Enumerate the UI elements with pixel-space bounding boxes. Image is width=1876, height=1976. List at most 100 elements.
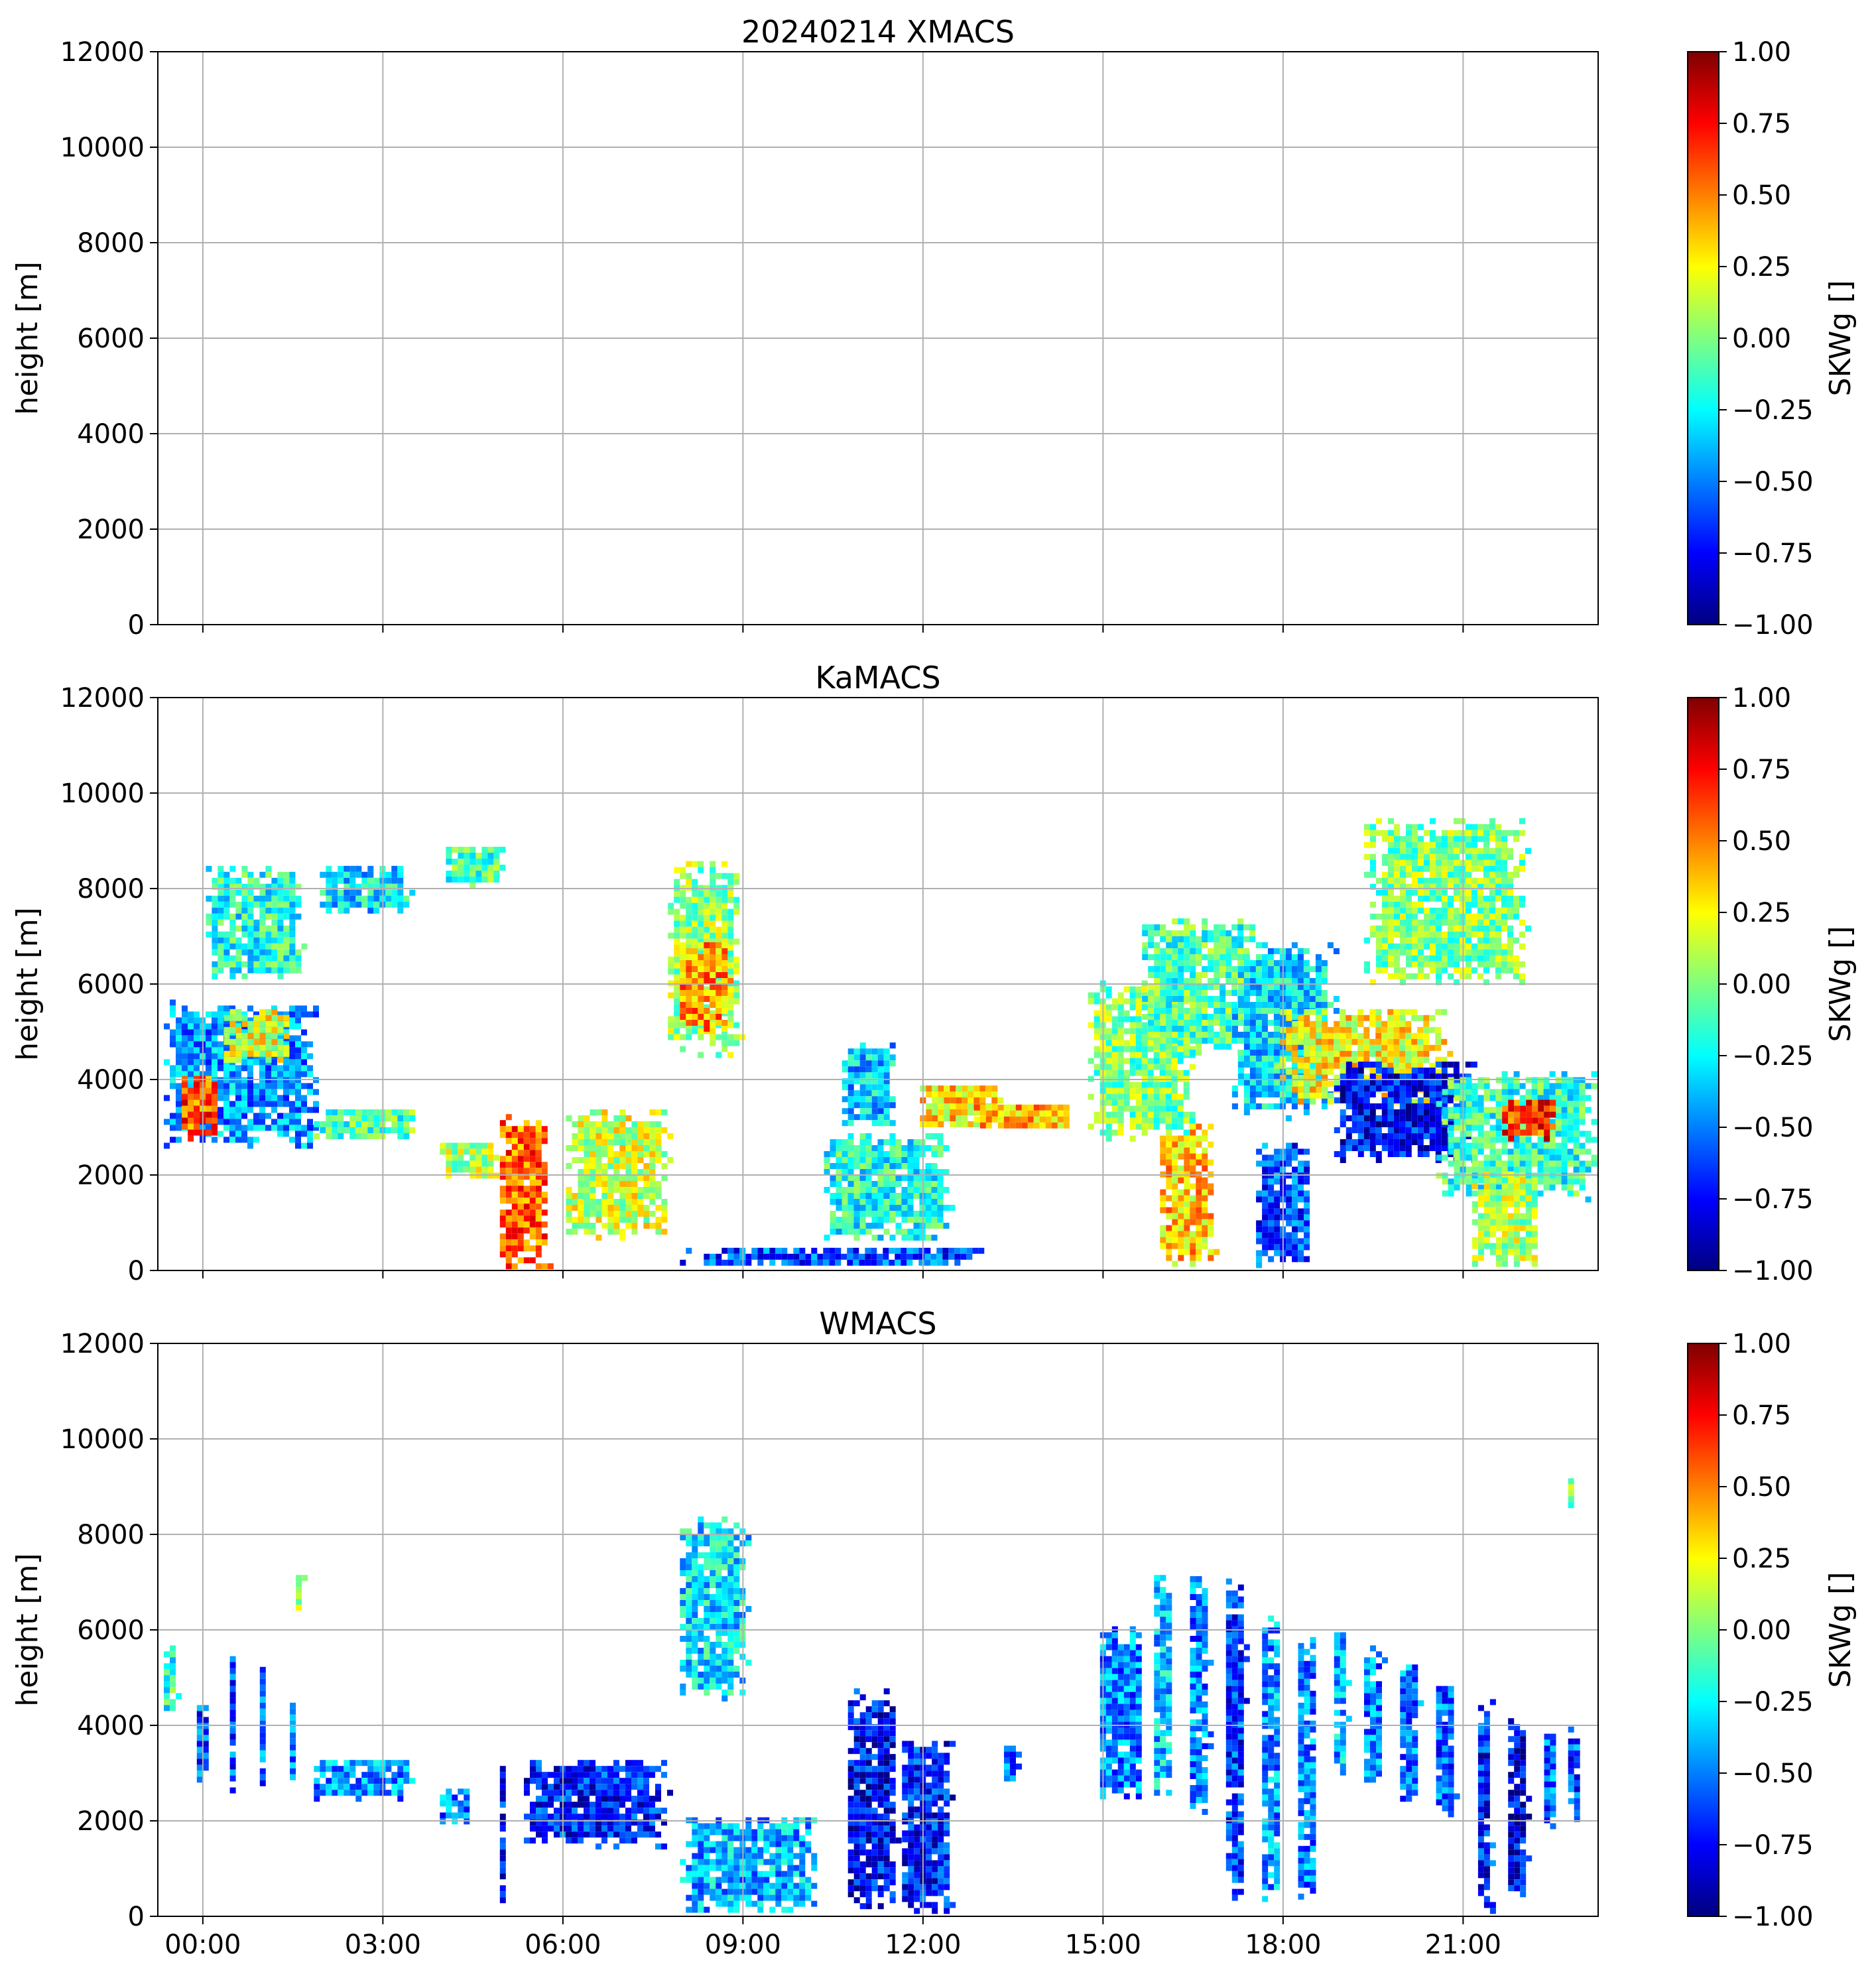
data-region — [1364, 1645, 1388, 1783]
colorbar: 1.00 0.75 0.50 0.25 0.00 −0.25 −0.50 −0.75 −1.00… — [1687, 1329, 1857, 1932]
y-tick-label: 6000 — [77, 1615, 145, 1646]
data-region — [440, 1142, 500, 1179]
y-axis-label: height [m] — [11, 261, 44, 414]
colorbar-tick-label: 0.75 — [1732, 109, 1791, 139]
data-region — [320, 865, 416, 914]
colorbar-gradient — [1687, 697, 1720, 1271]
colorbar-tick-label: 0.25 — [1732, 898, 1791, 928]
colorbar-gradient — [1687, 1343, 1720, 1917]
colorbar-tick-label: −0.50 — [1732, 1113, 1814, 1143]
data-region — [1298, 1636, 1316, 1900]
colorbar-tick-label: −0.50 — [1732, 1759, 1814, 1789]
data-region — [206, 865, 308, 979]
data-region — [1502, 1099, 1556, 1142]
colorbar-tick-label: −0.25 — [1732, 1687, 1814, 1717]
colorbar-tick-label: −0.75 — [1732, 538, 1814, 569]
y-tick-label: 8000 — [77, 874, 145, 904]
panel-1: 0 2000 4000 6000 8000 10000 12000 KaMACS height … — [11, 660, 1857, 1286]
y-tick-label: 2000 — [77, 1806, 145, 1837]
colorbar-tick-label: −1.00 — [1732, 1902, 1814, 1932]
y-tick-label: 0 — [128, 1256, 145, 1286]
y-tick-label: 4000 — [77, 1711, 145, 1741]
data-region — [164, 1645, 182, 1711]
colorbar-tick-label: −0.50 — [1732, 467, 1814, 497]
x-tick-label: 12:00 — [885, 1930, 961, 1960]
data-region — [1400, 1664, 1424, 1802]
data-region — [824, 1133, 956, 1241]
x-tick-label: 21:00 — [1425, 1930, 1501, 1960]
x-tick-label: 18:00 — [1245, 1930, 1321, 1960]
colorbar-tick-label: 0.75 — [1732, 755, 1791, 785]
y-tick-label: 0 — [128, 1902, 145, 1932]
colorbar-tick-label: −0.75 — [1732, 1830, 1814, 1861]
y-tick-label: 10000 — [60, 778, 145, 809]
colorbar-tick-label: 0.50 — [1732, 826, 1791, 857]
data-region — [182, 1076, 218, 1142]
data-region — [1568, 1478, 1574, 1509]
data-region — [1190, 1576, 1214, 1815]
y-tick-label: 8000 — [77, 1520, 145, 1550]
panel-title: 20240214 XMACS — [741, 14, 1015, 50]
colorbar: 1.00 0.75 0.50 0.25 0.00 −0.25 −0.50 −0.75 −1.00… — [1687, 683, 1857, 1286]
data-region — [259, 1666, 266, 1786]
data-region — [680, 1817, 818, 1913]
panel-title: WMACS — [819, 1306, 936, 1341]
y-tick-label: 2000 — [77, 515, 145, 545]
colorbar: 1.00 0.75 0.50 0.25 0.00 −0.25 −0.50 −0.75 −1.00… — [1687, 37, 1857, 641]
colorbar-tick-label: 1.00 — [1732, 1329, 1791, 1359]
data-region — [680, 942, 734, 1032]
data-region — [1477, 1699, 1496, 1914]
x-tick-label: 03:00 — [345, 1930, 421, 1960]
colorbar-tick-label: 0.50 — [1732, 1472, 1791, 1503]
y-tick-label: 12000 — [60, 683, 145, 713]
colorbar-tick-label: 1.00 — [1732, 37, 1791, 68]
data-region — [1508, 1718, 1532, 1898]
data-region — [499, 1766, 506, 1904]
data-region — [1154, 1575, 1172, 1796]
data-region — [1436, 1686, 1460, 1818]
y-tick-label: 6000 — [77, 969, 145, 1000]
y-tick-label: 4000 — [77, 419, 145, 450]
data-region — [973, 1104, 1070, 1129]
data-region — [566, 1109, 674, 1241]
panel-2: 0 2000 4000 6000 8000 10000 12000 00:00 03:00 06:… — [11, 1306, 1857, 1960]
colorbar-tick-label: 0.50 — [1732, 180, 1791, 211]
colorbar-gradient — [1687, 51, 1720, 625]
y-tick-label: 4000 — [77, 1065, 145, 1095]
y-tick-label: 0 — [128, 610, 145, 641]
colorbar-tick-label: −0.25 — [1732, 395, 1814, 426]
data-region — [847, 1688, 902, 1910]
x-tick-label: 06:00 — [525, 1930, 601, 1960]
data-region — [920, 1085, 1004, 1127]
data-region — [1364, 818, 1531, 985]
y-tick-label: 10000 — [60, 1424, 145, 1455]
colorbar-label: SKWg [] — [1824, 280, 1857, 397]
x-tick-label: 09:00 — [705, 1930, 781, 1960]
colorbar-tick-label: 0.25 — [1732, 252, 1791, 282]
y-tick-label: 12000 — [60, 37, 145, 68]
colorbar-label: SKWg [] — [1824, 1572, 1857, 1688]
data-region — [1568, 1726, 1580, 1822]
colorbar-tick-label: 0.00 — [1732, 324, 1791, 354]
colorbar-label: SKWg [] — [1824, 926, 1857, 1042]
data-region — [1004, 1745, 1022, 1782]
y-tick-label: 6000 — [77, 324, 145, 354]
data-region — [290, 1702, 296, 1780]
data-region — [296, 1575, 308, 1611]
data-region — [1334, 1062, 1477, 1163]
colorbar-tick-label: 0.00 — [1732, 969, 1791, 1000]
data-region — [499, 1114, 554, 1270]
data-region — [223, 1009, 290, 1063]
colorbar-tick-label: 0.00 — [1732, 1615, 1791, 1646]
panel-title: KaMACS — [815, 660, 940, 696]
data-region — [446, 847, 506, 889]
x-tick-label: 15:00 — [1065, 1930, 1141, 1960]
panel-0: 0 2000 4000 6000 8000 10000 12000 20240214 XMAC… — [11, 14, 1857, 641]
data-region — [524, 1760, 673, 1850]
colorbar-tick-label: −1.00 — [1732, 1256, 1814, 1286]
data-region — [842, 1042, 896, 1127]
colorbar-tick-label: −0.75 — [1732, 1184, 1814, 1215]
colorbar-tick-label: 1.00 — [1732, 683, 1791, 713]
x-tick-label: 00:00 — [164, 1930, 241, 1960]
